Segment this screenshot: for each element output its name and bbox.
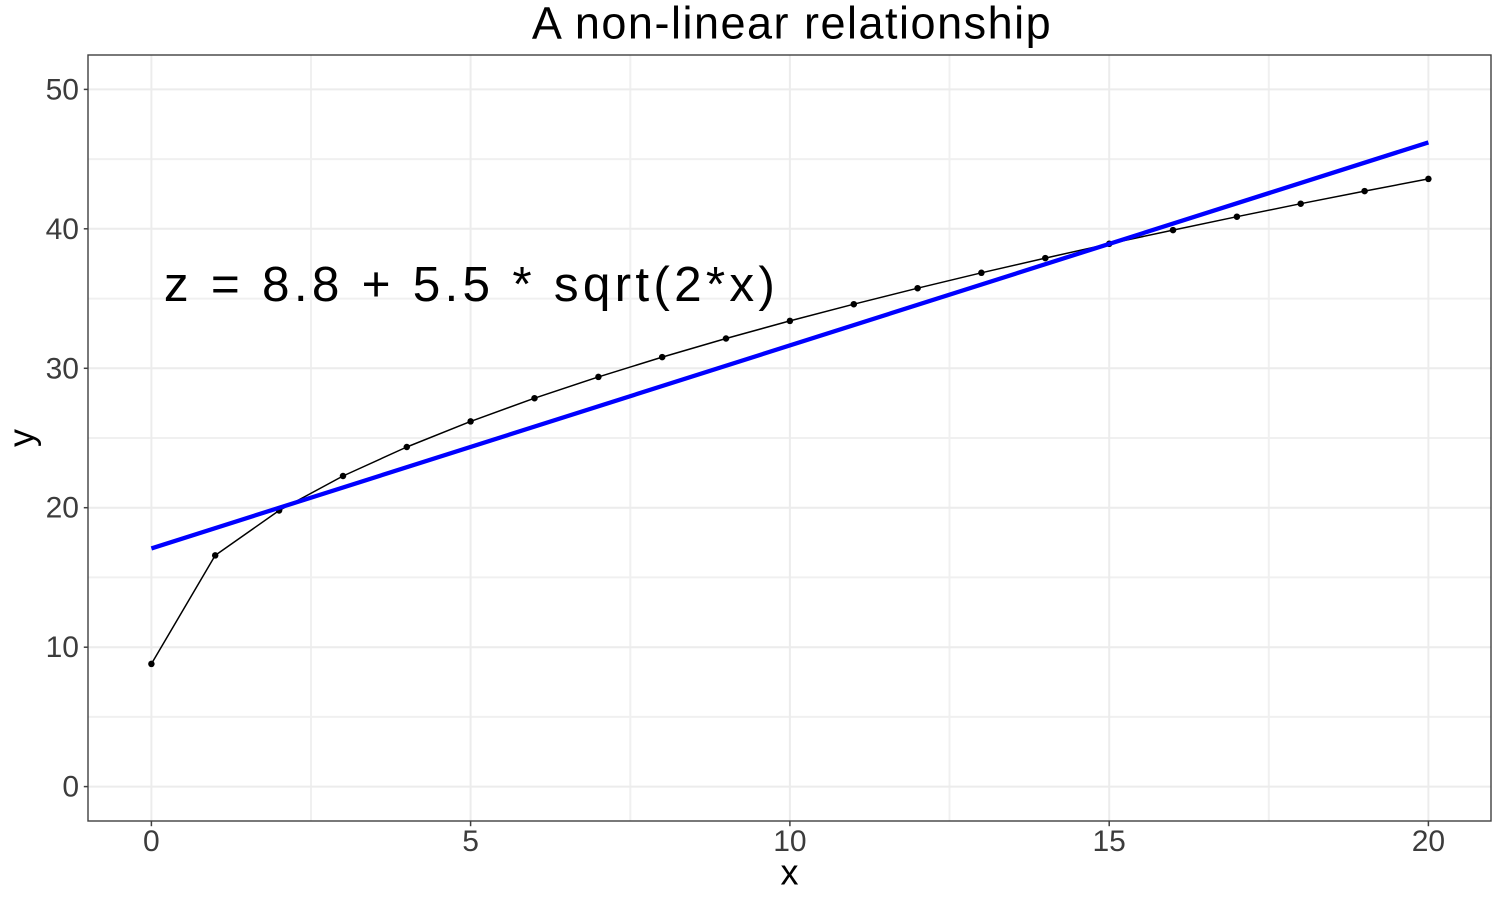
svg-text:0: 0 — [62, 771, 79, 804]
svg-text:40: 40 — [46, 213, 79, 246]
svg-text:A non-linear relationship: A non-linear relationship — [532, 0, 1052, 49]
svg-text:0: 0 — [143, 825, 160, 858]
svg-text:10: 10 — [773, 825, 806, 858]
svg-text:30: 30 — [46, 352, 79, 385]
svg-text:5: 5 — [462, 825, 479, 858]
svg-text:15: 15 — [1093, 825, 1126, 858]
svg-text:z = 8.8 + 5.5 * sqrt(2*x): z = 8.8 + 5.5 * sqrt(2*x) — [164, 257, 779, 312]
svg-text:50: 50 — [46, 73, 79, 106]
svg-text:10: 10 — [46, 631, 79, 664]
svg-text:y: y — [1, 429, 42, 447]
svg-text:20: 20 — [46, 492, 79, 525]
svg-text:20: 20 — [1412, 825, 1445, 858]
svg-text:x: x — [781, 852, 799, 893]
